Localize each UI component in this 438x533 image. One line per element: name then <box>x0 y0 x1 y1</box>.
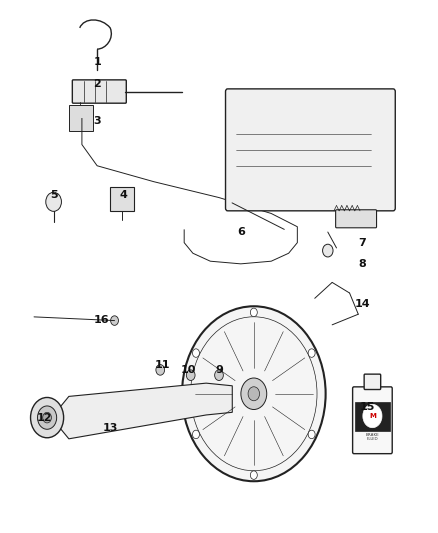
PathPatch shape <box>60 383 232 439</box>
FancyBboxPatch shape <box>336 210 377 228</box>
Text: 10: 10 <box>181 365 196 375</box>
Text: 16: 16 <box>94 314 110 325</box>
Circle shape <box>241 378 267 409</box>
Text: 14: 14 <box>355 298 371 309</box>
Text: 3: 3 <box>93 116 101 126</box>
Circle shape <box>308 430 315 439</box>
Circle shape <box>192 349 199 357</box>
FancyBboxPatch shape <box>226 89 395 211</box>
Text: 13: 13 <box>102 423 118 433</box>
Circle shape <box>322 244 333 257</box>
Text: 9: 9 <box>215 365 223 375</box>
Circle shape <box>43 413 51 423</box>
Circle shape <box>38 406 57 429</box>
Text: M: M <box>369 413 376 419</box>
Circle shape <box>31 398 64 438</box>
Circle shape <box>156 365 165 375</box>
Circle shape <box>182 306 325 481</box>
Text: 4: 4 <box>119 190 127 200</box>
Circle shape <box>251 471 257 479</box>
Text: 8: 8 <box>359 259 367 269</box>
Text: 15: 15 <box>359 402 374 412</box>
FancyBboxPatch shape <box>72 80 126 103</box>
Circle shape <box>111 316 118 325</box>
Bar <box>355 402 390 431</box>
Text: 5: 5 <box>50 190 57 200</box>
Text: 6: 6 <box>237 227 245 237</box>
Text: 1: 1 <box>93 58 101 67</box>
Circle shape <box>308 349 315 357</box>
Circle shape <box>248 387 260 401</box>
Circle shape <box>192 430 199 439</box>
Bar <box>110 187 134 211</box>
FancyBboxPatch shape <box>353 387 392 454</box>
Circle shape <box>215 370 223 381</box>
Text: 2: 2 <box>93 78 101 88</box>
Text: 11: 11 <box>155 360 170 369</box>
Circle shape <box>186 370 195 381</box>
FancyBboxPatch shape <box>364 374 381 390</box>
Text: BRAKE
FLUID: BRAKE FLUID <box>366 433 379 441</box>
Text: 12: 12 <box>37 413 53 423</box>
Bar <box>69 105 93 131</box>
Circle shape <box>46 192 61 212</box>
Text: 7: 7 <box>359 238 367 248</box>
Circle shape <box>363 405 382 427</box>
Circle shape <box>251 308 257 317</box>
